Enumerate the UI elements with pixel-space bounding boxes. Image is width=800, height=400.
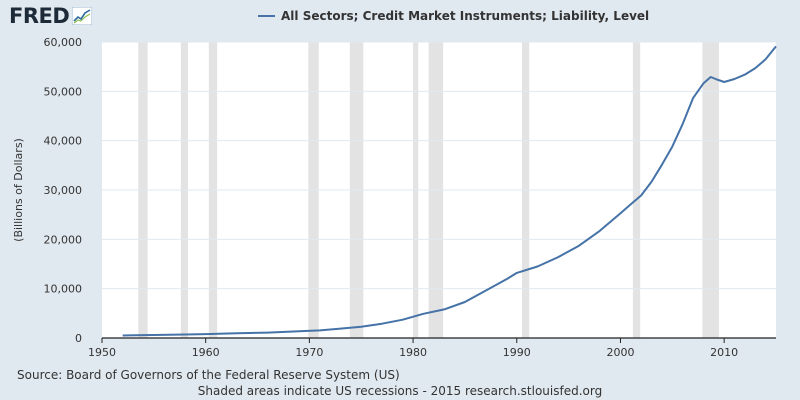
- series-line: [122, 45, 777, 337]
- axes: 1950 1960 1970 1980 1990 2000 2010 0 10,000 20,00…: [44, 36, 776, 359]
- series-layer: [122, 45, 777, 337]
- x-tick-label: 1990: [503, 346, 531, 359]
- y-tick-label: 50,000: [44, 85, 83, 98]
- x-tick-label: 1980: [399, 346, 427, 359]
- source-text: Source: Board of Governors of the Federa…: [17, 368, 400, 382]
- grid-lines: [102, 41, 776, 290]
- fred-logo[interactable]: FRED: [9, 4, 93, 28]
- x-tick-label: 1950: [88, 346, 116, 359]
- recession-note: Shaded areas indicate US recessions - 20…: [197, 384, 603, 398]
- y-tick-label: 60,000: [44, 36, 83, 49]
- x-tick-label: 2000: [606, 346, 634, 359]
- y-tick-label: 0: [75, 332, 82, 345]
- legend-swatch: [258, 15, 275, 17]
- fred-logo-text: FRED: [9, 4, 70, 28]
- y-axis-label: (Billions of Dollars): [12, 138, 25, 242]
- x-tick-label: 1970: [295, 346, 323, 359]
- line-chart-icon: [72, 7, 93, 25]
- y-tick-label: 20,000: [44, 233, 83, 246]
- x-tick-label: 2010: [710, 346, 738, 359]
- chart-title: All Sectors; Credit Market Instruments; …: [281, 9, 650, 23]
- y-tick-label: 10,000: [44, 283, 83, 296]
- chart-legend: All Sectors; Credit Market Instruments; …: [258, 9, 649, 23]
- y-tick-label: 30,000: [44, 184, 83, 197]
- x-tick-label: 1960: [192, 346, 220, 359]
- y-tick-label: 40,000: [44, 135, 83, 148]
